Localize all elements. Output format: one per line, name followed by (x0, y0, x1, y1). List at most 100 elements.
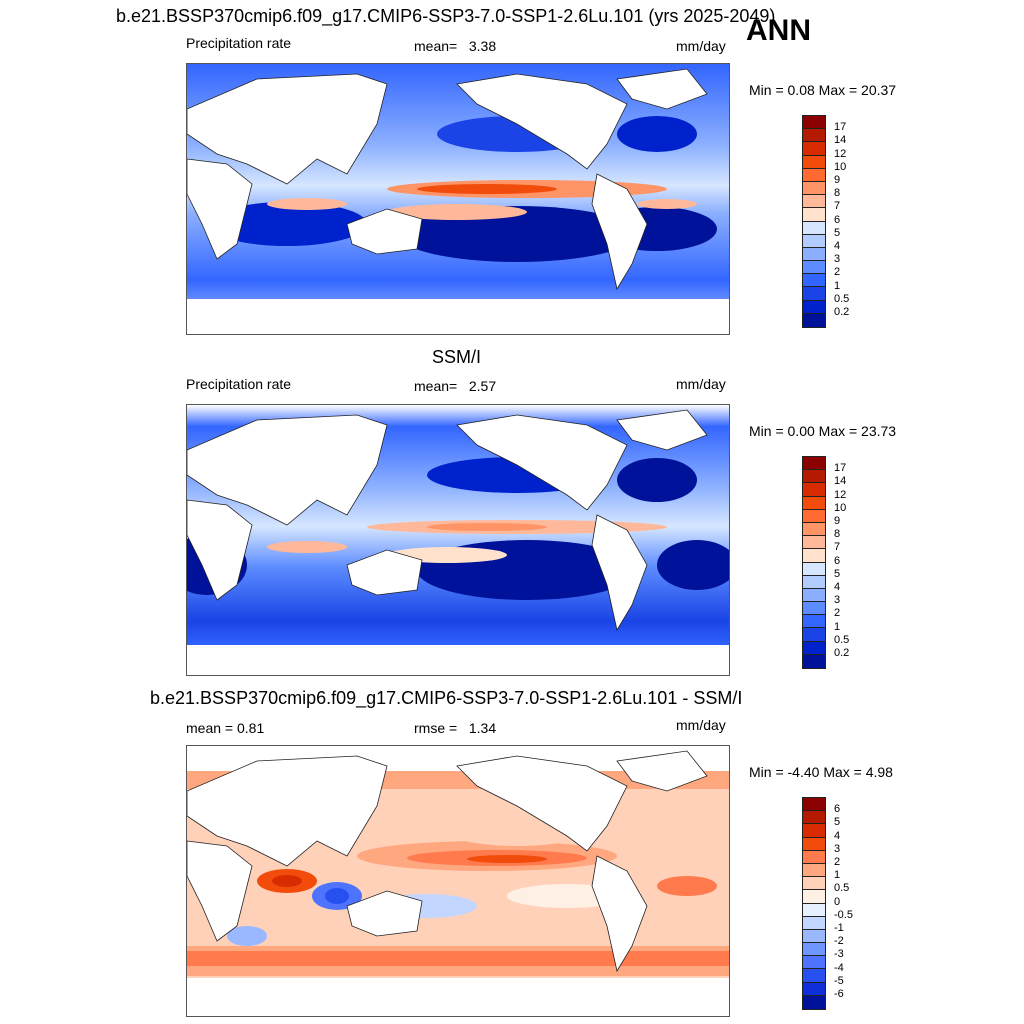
colorbar-tick-label: 14 (834, 134, 847, 147)
colorbar-tick-label: -5 (834, 974, 844, 987)
colorbar-swatch (803, 943, 825, 957)
colorbar-tick-label: 1 (834, 279, 841, 292)
colorbar-swatch (803, 300, 825, 314)
colorbar-swatch (803, 995, 825, 1009)
colorbar-tick-label: 0 (834, 895, 841, 908)
colorbar-swatch (803, 313, 825, 327)
season-label: ANN (746, 14, 811, 47)
colorbar-tick-label: 2 (834, 607, 841, 620)
colorbar-tick-label: 3 (834, 594, 841, 607)
mean-value: 3.38 (468, 38, 497, 54)
panel-title-model: b.e21.BSSP370cmip6.f09_g17.CMIP6-SSP3-7.… (116, 6, 776, 26)
colorbar-tick-label: 4 (834, 829, 841, 842)
colorbar-swatch (803, 602, 825, 616)
colorbar-swatch (803, 903, 825, 917)
mean-label-obs: mean= 2.57 (414, 378, 496, 394)
colorbar-tick-label: 0.2 (834, 647, 850, 659)
colorbar-tick-label: -4 (834, 961, 844, 974)
colorbar-tick-label: 0.2 (834, 306, 850, 318)
colorbar-swatch (803, 850, 825, 864)
colorbar-swatch (803, 522, 825, 537)
colorbar-swatch (803, 628, 825, 642)
precip-map-obs (187, 405, 729, 675)
colorbar-swatch (803, 483, 825, 497)
mean-label-diff: mean = 0.81 (186, 720, 265, 736)
colorbar-tick-label: 4 (834, 240, 841, 252)
map-diff (186, 745, 730, 1017)
colorbar-swatch (803, 562, 825, 576)
map-model (186, 63, 730, 335)
minmax-obs: Min = 0.00 Max = 23.73 (749, 423, 897, 439)
colorbar-tick-label: 1 (834, 620, 841, 633)
colorbar-tick-label: 10 (834, 160, 847, 173)
colorbar-swatch (803, 982, 825, 996)
colorbar-tick-label: 10 (834, 501, 847, 514)
colorbar-tick-label: 2 (834, 856, 841, 868)
colorbar-swatch (803, 863, 825, 878)
rmse-label-diff: rmse = 1.34 (414, 720, 496, 736)
colorbar-tick-label: 5 (834, 567, 841, 580)
colorbar-tick-label: -1 (834, 922, 844, 934)
colorbar-swatch (803, 654, 825, 668)
colorbar-swatch (803, 890, 825, 904)
colorbar-tick-label: 3 (834, 842, 841, 855)
colorbar-swatch (803, 195, 825, 209)
colorbar-tick-label: 17 (834, 121, 847, 134)
colorbar-tick-label: 9 (834, 515, 841, 527)
precip-map-model (187, 64, 729, 334)
colorbar-tick-label: 3 (834, 253, 841, 266)
mean-label-model: mean= 3.38 (414, 38, 496, 54)
panel-title-obs: SSM/I (432, 347, 482, 367)
colorbar-swatch (803, 615, 825, 629)
colorbar-tick-label: 5 (834, 226, 841, 239)
colorbar-swatch (803, 588, 825, 603)
colorbar-swatch (803, 549, 825, 563)
colorbar-tick-label: -3 (834, 948, 844, 961)
field-label-model: Precipitation rate (186, 35, 292, 51)
minmax-model: Min = 0.08 Max = 20.37 (749, 82, 897, 98)
colorbar-swatch (803, 824, 825, 838)
units-label-model: mm/day (676, 38, 726, 54)
colorbar-tick-label: 9 (834, 174, 841, 186)
colorbar-swatch (803, 261, 825, 275)
colorbar-swatch (803, 916, 825, 930)
colorbar-swatch (803, 575, 825, 589)
colorbar-swatch (803, 221, 825, 235)
colorbar-tick-label: 8 (834, 528, 841, 541)
colorbar-model (802, 115, 826, 328)
mean-label-text: mean= (414, 378, 458, 394)
colorbar-swatch (803, 969, 825, 983)
colorbar-swatch (803, 929, 825, 944)
colorbar-tick-label: 6 (834, 554, 841, 567)
colorbar-tick-label: -2 (834, 935, 844, 948)
colorbar-swatch (803, 798, 825, 812)
colorbar-tick-label: 0.5 (834, 882, 850, 895)
colorbar-obs (802, 456, 826, 669)
rmse-value: 1.34 (468, 720, 497, 736)
colorbar-swatch (803, 247, 825, 262)
colorbar-tick-label: 17 (834, 462, 847, 475)
colorbar-swatch (803, 287, 825, 301)
units-label-diff: mm/day (676, 717, 726, 733)
colorbar-tick-label: 1 (834, 869, 841, 882)
colorbar-swatch (803, 208, 825, 222)
colorbar-swatch (803, 234, 825, 248)
colorbar-tick-label: 12 (834, 147, 847, 160)
colorbar-swatch (803, 496, 825, 510)
colorbar-tick-label: 7 (834, 200, 841, 213)
colorbar-tick-label: 14 (834, 475, 847, 488)
colorbar-tick-label: 12 (834, 488, 847, 501)
units-label-obs: mm/day (676, 376, 726, 392)
field-label-obs: Precipitation rate (186, 376, 292, 392)
colorbar-tick-label: 7 (834, 541, 841, 554)
colorbar-tick-label: 0.5 (834, 292, 850, 305)
colorbar-diff (802, 797, 826, 1010)
colorbar-swatch (803, 536, 825, 550)
colorbar-swatch (803, 116, 825, 130)
mean-value: 2.57 (468, 378, 497, 394)
colorbar-swatch (803, 168, 825, 182)
colorbar-swatch (803, 155, 825, 169)
minmax-diff: Min = -4.40 Max = 4.98 (749, 764, 893, 780)
colorbar-swatch (803, 509, 825, 523)
colorbar-swatch (803, 470, 825, 484)
